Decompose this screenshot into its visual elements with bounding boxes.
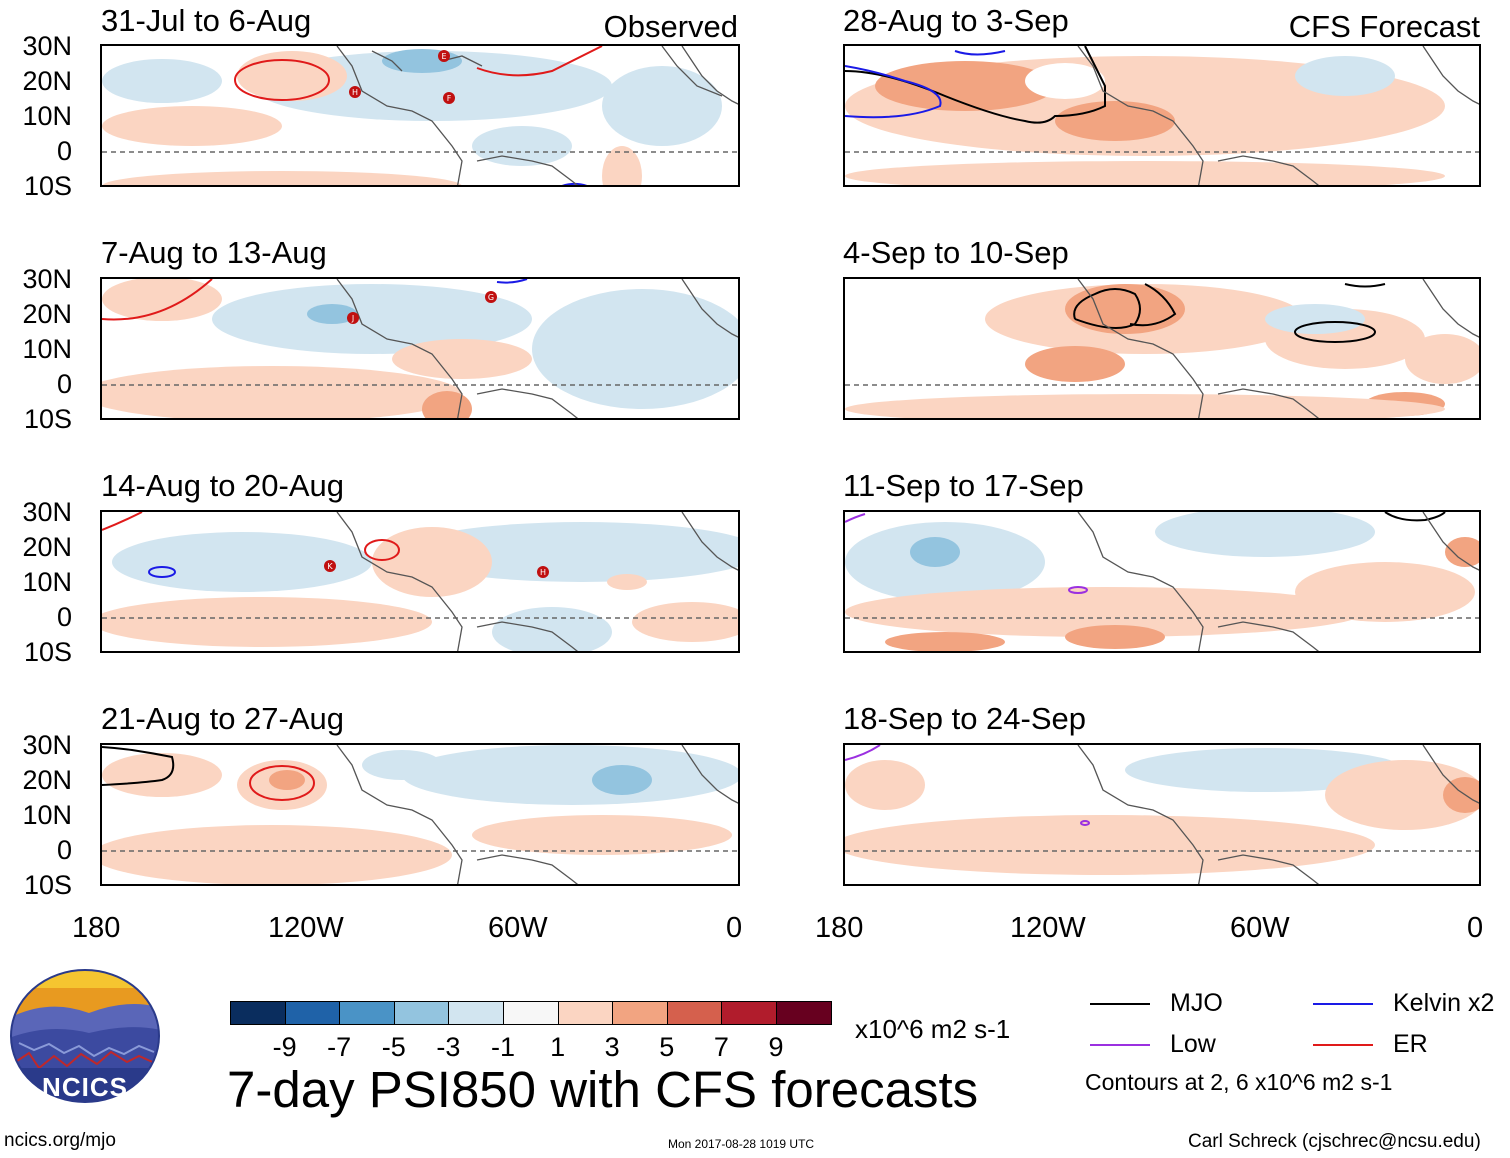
colorbar-swatch bbox=[448, 1001, 504, 1025]
anomaly-map: KH bbox=[102, 512, 738, 651]
panel-title: 7-Aug to 13-Aug bbox=[101, 235, 327, 270]
lon-label: 120W bbox=[1010, 912, 1086, 944]
colorbar-swatch bbox=[721, 1001, 777, 1025]
legend-line-mjo bbox=[1090, 1003, 1150, 1005]
logo-emblem-icon bbox=[10, 969, 160, 1103]
lat-label: 10N bbox=[22, 334, 72, 364]
ncics-logo: NCICS bbox=[9, 968, 161, 1104]
storm-marker-label: K bbox=[327, 562, 333, 571]
panel-title: 4-Sep to 10-Sep bbox=[843, 235, 1069, 270]
colorbar-tick-label: 7 bbox=[713, 1032, 729, 1062]
colorbar-swatch bbox=[776, 1001, 832, 1025]
lon-label: 0 bbox=[1467, 912, 1484, 944]
lat-label: 0 bbox=[56, 602, 72, 632]
map-right-4 bbox=[843, 743, 1481, 886]
footer-author: Carl Schreck (cjschrec@ncsu.edu) bbox=[1188, 1131, 1481, 1152]
anomaly-map bbox=[845, 279, 1479, 418]
panel-title: 31-Jul to 6-Aug bbox=[101, 3, 312, 38]
main-title: 7-day PSI850 with CFS forecasts bbox=[227, 1061, 979, 1118]
panel-title: 21-Aug to 27-Aug bbox=[101, 701, 345, 736]
colorbar-units: x10^6 m2 s-1 bbox=[855, 1014, 1011, 1044]
lat-label: 10N bbox=[22, 567, 72, 597]
panel-title: 18-Sep to 24-Sep bbox=[843, 701, 1087, 736]
anomaly-map bbox=[102, 745, 738, 884]
anomaly-map bbox=[845, 46, 1479, 185]
colorbar-swatch bbox=[339, 1001, 395, 1025]
legend-line-kelvin bbox=[1313, 1003, 1373, 1005]
lon-label: 60W bbox=[488, 912, 548, 944]
map-right-1 bbox=[843, 44, 1481, 187]
lat-label: 10S bbox=[23, 637, 72, 667]
lat-label: 30N bbox=[22, 264, 72, 294]
colorbar-tick-label: -9 bbox=[272, 1032, 297, 1062]
lat-label: 0 bbox=[56, 136, 72, 166]
colorbar-tick-label: -7 bbox=[327, 1032, 352, 1062]
colorbar-tick-label: 1 bbox=[550, 1032, 566, 1062]
colorbar-tick-label: 5 bbox=[659, 1032, 675, 1062]
map-left-1: E F H bbox=[100, 44, 740, 187]
colorbar-swatch bbox=[666, 1001, 723, 1025]
lat-label: 10S bbox=[23, 171, 72, 201]
colorbar-swatch bbox=[503, 1001, 559, 1025]
storm-marker-label: F bbox=[447, 94, 452, 103]
colorbar-swatch bbox=[230, 1001, 286, 1025]
colorbar-tick-label: -1 bbox=[490, 1032, 515, 1062]
lat-label: 20N bbox=[22, 765, 72, 795]
colorbar-swatch bbox=[284, 1001, 341, 1025]
anomaly-map: GJ bbox=[102, 279, 738, 418]
colorbar-tick-label: -3 bbox=[436, 1032, 461, 1062]
map-right-3 bbox=[843, 510, 1481, 653]
lon-label: 120W bbox=[268, 912, 344, 944]
anomaly-map bbox=[845, 745, 1479, 884]
colorbar-tick-label: 9 bbox=[768, 1032, 784, 1062]
legend-note: Contours at 2, 6 x10^6 m2 s-1 bbox=[1085, 1069, 1393, 1095]
storm-marker-label: H bbox=[352, 88, 358, 97]
legend-line-low bbox=[1090, 1044, 1150, 1046]
lat-label: 20N bbox=[22, 532, 72, 562]
map-right-2 bbox=[843, 277, 1481, 420]
lat-label: 20N bbox=[22, 66, 72, 96]
lat-label: 10N bbox=[22, 101, 72, 131]
legend-label-kelvin: Kelvin x2 bbox=[1393, 989, 1495, 1017]
lat-label: 0 bbox=[56, 369, 72, 399]
map-left-4 bbox=[100, 743, 740, 886]
storm-marker-label: E bbox=[441, 52, 446, 61]
legend-line-er bbox=[1313, 1044, 1373, 1046]
anomaly-map: E F H bbox=[102, 46, 738, 185]
lat-label: 30N bbox=[22, 31, 72, 61]
panel-tag-observed: Observed bbox=[603, 9, 738, 44]
lat-label: 10S bbox=[23, 870, 72, 900]
storm-marker-label: H bbox=[540, 568, 546, 577]
colorbar-swatch bbox=[612, 1001, 668, 1025]
lat-label: 10S bbox=[23, 404, 72, 434]
lat-label: 30N bbox=[22, 497, 72, 527]
panel-title: 28-Aug to 3-Sep bbox=[843, 3, 1069, 38]
lat-label: 10N bbox=[22, 800, 72, 830]
colorbar-tick-label: 3 bbox=[604, 1032, 620, 1062]
panel-title: 11-Sep to 17-Sep bbox=[843, 468, 1084, 503]
lon-label: 180 bbox=[72, 912, 121, 944]
lat-label: 0 bbox=[56, 835, 72, 865]
colorbar-swatch bbox=[557, 1001, 614, 1025]
storm-marker-label: J bbox=[351, 314, 354, 323]
panel-tag-cfs-forecast: CFS Forecast bbox=[1288, 9, 1480, 44]
lon-label: 60W bbox=[1230, 912, 1290, 944]
legend-label-mjo: MJO bbox=[1170, 989, 1223, 1017]
anomaly-map bbox=[845, 512, 1479, 651]
storm-marker-label: G bbox=[488, 293, 494, 302]
footer-link[interactable]: ncics.org/mjo bbox=[4, 1130, 116, 1151]
lon-label: 0 bbox=[726, 912, 743, 944]
legend-label-low: Low bbox=[1170, 1030, 1216, 1058]
panel-title: 14-Aug to 20-Aug bbox=[101, 468, 345, 503]
lat-label: 30N bbox=[22, 730, 72, 760]
lat-label: 20N bbox=[22, 299, 72, 329]
logo-text: NCICS bbox=[42, 1072, 128, 1102]
colorbar-tick-label: -5 bbox=[381, 1032, 406, 1062]
colorbar-swatch bbox=[393, 1001, 450, 1025]
lon-label: 180 bbox=[815, 912, 864, 944]
legend-label-er: ER bbox=[1393, 1030, 1428, 1058]
footer-timestamp: Mon 2017-08-28 1019 UTC bbox=[668, 1137, 815, 1151]
